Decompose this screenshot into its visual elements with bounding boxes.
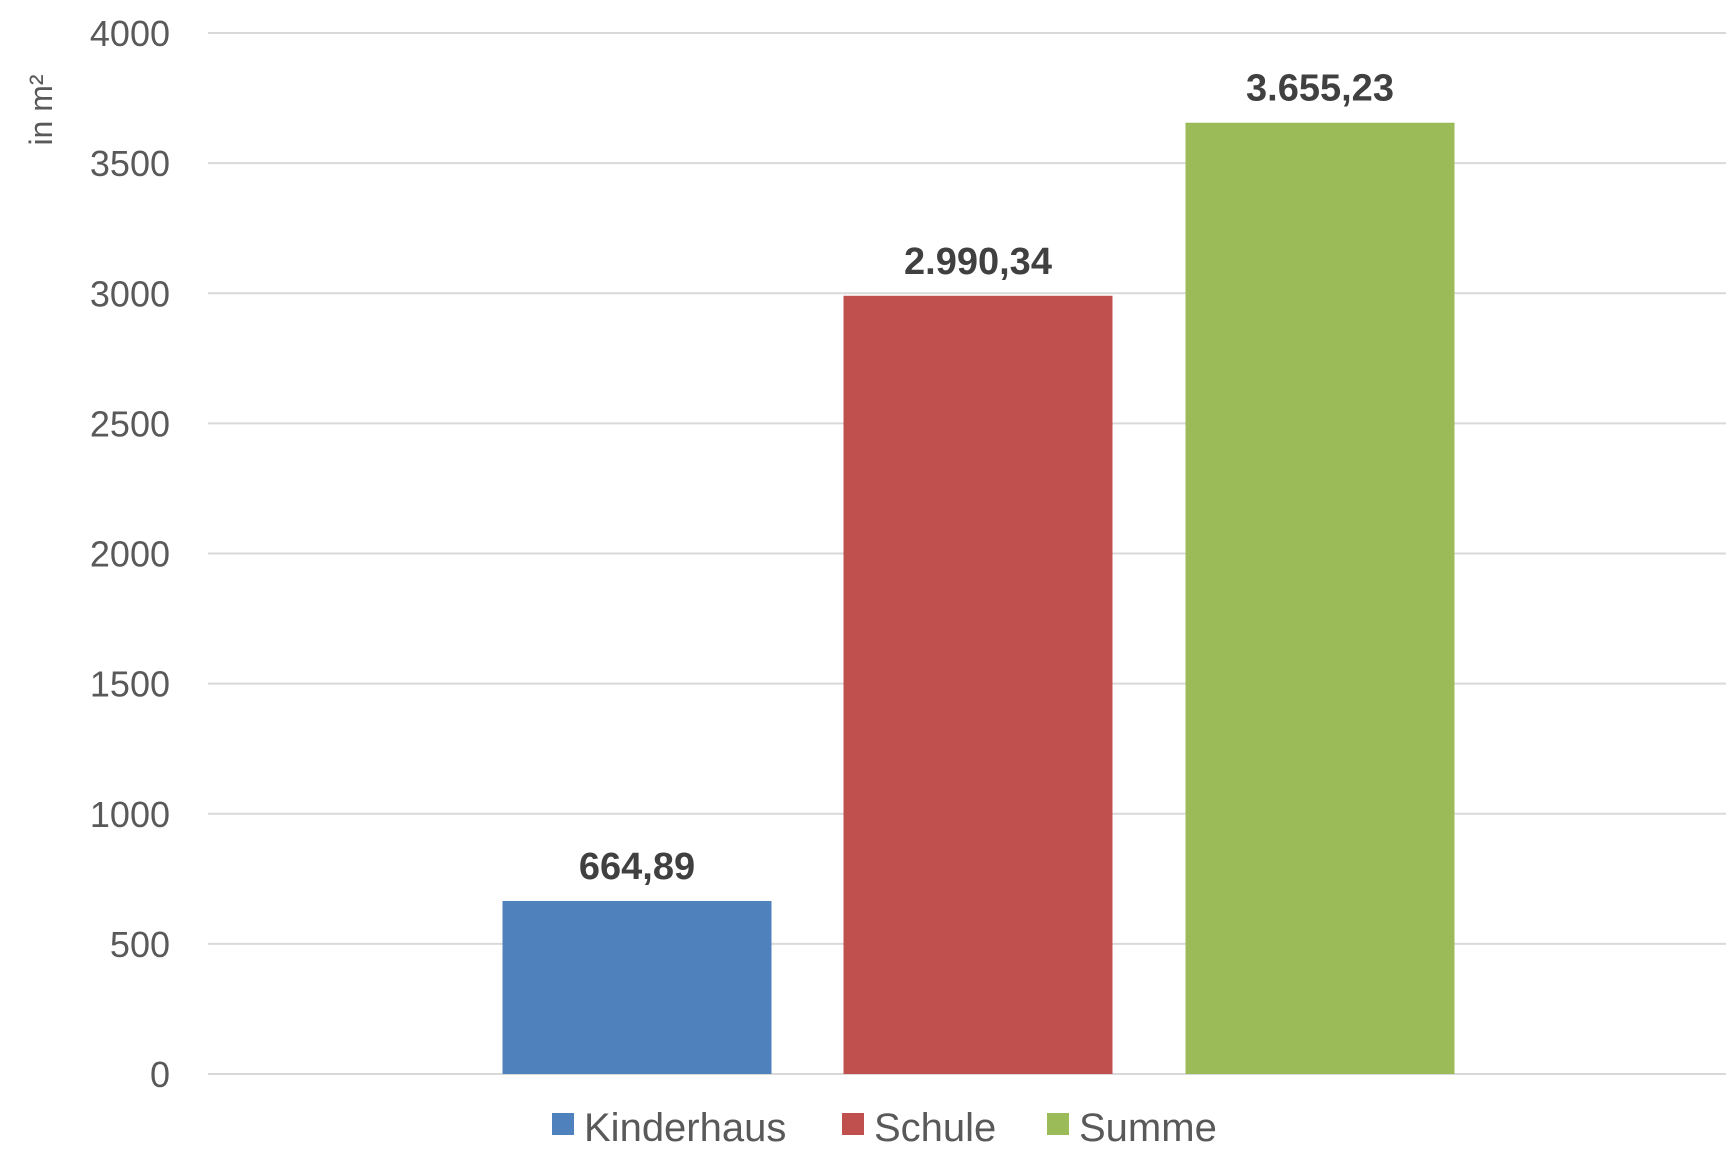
- bars: [502, 122, 1455, 1075]
- y-tick-label: 3000: [90, 273, 170, 314]
- y-axis-ticks: 0 500 1000 1500 2000 2500 3000 3500 4000: [90, 13, 170, 1095]
- bar-schule: [843, 295, 1113, 1074]
- y-tick-label: 1500: [90, 664, 170, 705]
- data-label-kinderhaus: 664,89: [579, 846, 695, 888]
- y-axis-label: in m²: [23, 74, 59, 145]
- y-tick-label: 2000: [90, 534, 170, 575]
- data-labels: 664,89 2.990,34 3.655,23: [579, 68, 1394, 888]
- legend-label-summe: Summe: [1079, 1106, 1217, 1150]
- y-tick-label: 2500: [90, 403, 170, 444]
- data-label-schule: 2.990,34: [904, 241, 1052, 283]
- legend-swatch-kinderhaus: [552, 1113, 574, 1135]
- data-label-summe: 3.655,23: [1246, 68, 1394, 110]
- legend-label-schule: Schule: [874, 1106, 996, 1150]
- y-tick-label: 1000: [90, 794, 170, 835]
- legend-label-kinderhaus: Kinderhaus: [584, 1106, 786, 1150]
- y-tick-label: 4000: [90, 13, 170, 54]
- legend-swatch-summe: [1047, 1113, 1069, 1135]
- legend: Kinderhaus Schule Summe: [552, 1106, 1217, 1150]
- legend-swatch-schule: [842, 1113, 864, 1135]
- y-tick-label: 3500: [90, 143, 170, 184]
- bar-summe: [1185, 122, 1455, 1075]
- bar-kinderhaus: [502, 900, 772, 1074]
- y-tick-label: 500: [110, 924, 170, 965]
- y-tick-label: 0: [150, 1054, 170, 1095]
